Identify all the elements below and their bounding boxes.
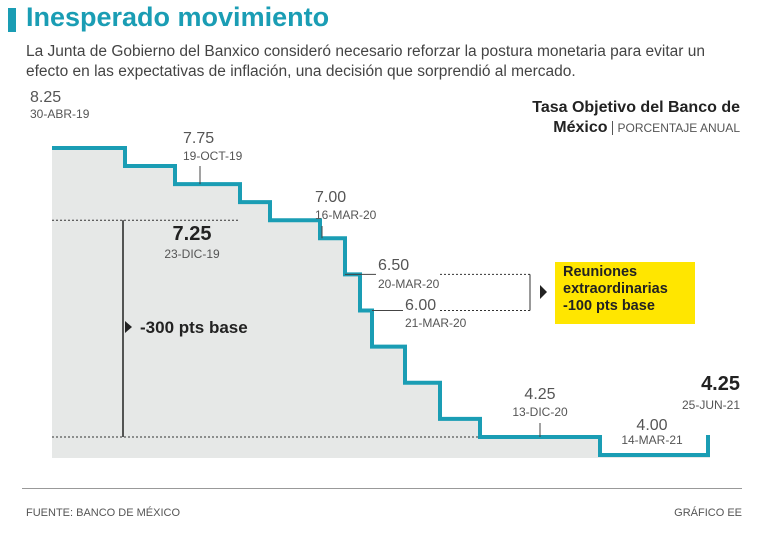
chart-title-block: Tasa Objetivo del Banco de México PORCENT… <box>510 98 740 138</box>
area <box>52 148 710 458</box>
title-bar <box>8 8 16 32</box>
arrow <box>125 321 132 333</box>
value-label: 6.00 <box>405 297 436 314</box>
source: FUENTE: BANCO DE MÉXICO <box>26 507 181 519</box>
annotation: -300 pts base <box>140 318 248 337</box>
value-label: 4.00 <box>636 417 667 434</box>
subtitle: La Junta de Gobierno del Banxico conside… <box>26 43 705 80</box>
date-label: 19-OCT-19 <box>183 149 243 163</box>
date-label: 25-JUN-21 <box>682 398 740 412</box>
value-label: 7.75 <box>183 130 214 147</box>
rule <box>22 488 742 489</box>
value-label: 4.25 <box>701 373 740 395</box>
date-label: 20-MAR-20 <box>378 277 440 291</box>
arrow <box>540 285 547 299</box>
date-label: 21-MAR-20 <box>405 316 467 330</box>
date-label: 30-ABR-19 <box>30 107 90 121</box>
value-label: 7.00 <box>315 189 346 206</box>
date-label: 14-MAR-21 <box>621 433 683 447</box>
date-label: 13-DIC-20 <box>512 405 568 419</box>
credit: GRÁFICO EE <box>674 507 742 519</box>
value-label: 8.25 <box>30 89 61 106</box>
value-label: 7.25 <box>173 223 212 245</box>
date-label: 23-DIC-19 <box>164 247 220 261</box>
value-label: 6.50 <box>378 257 409 274</box>
unit: PORCENTAJE ANUAL <box>611 121 740 135</box>
title: Inesperado movimiento <box>26 2 330 32</box>
date-label: 16-MAR-20 <box>315 208 377 222</box>
chart-title: Tasa Objetivo del Banco de México <box>532 99 740 136</box>
value-label: 4.25 <box>524 386 555 403</box>
callout: Reuniones extraordinarias -100 pts base <box>555 262 695 324</box>
